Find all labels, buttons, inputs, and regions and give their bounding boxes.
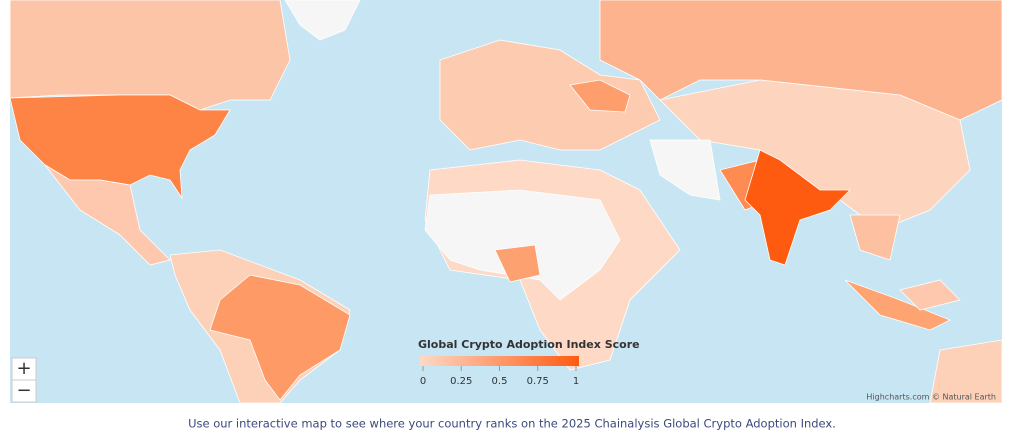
zoom-out-label[interactable]: − bbox=[16, 380, 31, 401]
central-east-asia bbox=[659, 79, 971, 231]
ukraine bbox=[569, 79, 631, 113]
nigeria bbox=[494, 244, 541, 283]
brazil bbox=[209, 274, 351, 401]
legend-title: Global Crypto Adoption Index Score bbox=[418, 338, 640, 351]
legend-tick-label: 0 bbox=[420, 376, 426, 387]
canada bbox=[10, 0, 291, 111]
legend-tick-label: 0.5 bbox=[492, 376, 508, 387]
legend-ticks: 0 0.25 0.5 0.75 1 bbox=[420, 366, 579, 387]
iran bbox=[649, 139, 721, 201]
caption: Use our interactive map to see where you… bbox=[188, 417, 836, 431]
zoom-in-label[interactable]: + bbox=[16, 358, 31, 379]
legend-tick-label: 0.25 bbox=[450, 376, 472, 387]
mexico-central bbox=[44, 164, 171, 266]
greenland bbox=[284, 0, 361, 41]
zoom-out-button[interactable] bbox=[11, 379, 37, 403]
countries bbox=[10, 0, 1002, 403]
indonesia bbox=[844, 279, 951, 331]
legend-tick-label: 0.75 bbox=[527, 376, 549, 387]
southeast-asia bbox=[849, 214, 901, 261]
sahel bbox=[424, 189, 621, 301]
india bbox=[744, 149, 851, 266]
legend-gradient bbox=[420, 356, 579, 366]
europe bbox=[439, 39, 661, 151]
legend-tick-label: 1 bbox=[573, 376, 579, 387]
borneo bbox=[899, 279, 961, 311]
australia bbox=[929, 339, 1002, 403]
credits: Highcharts.com © Natural Earth bbox=[866, 393, 996, 402]
